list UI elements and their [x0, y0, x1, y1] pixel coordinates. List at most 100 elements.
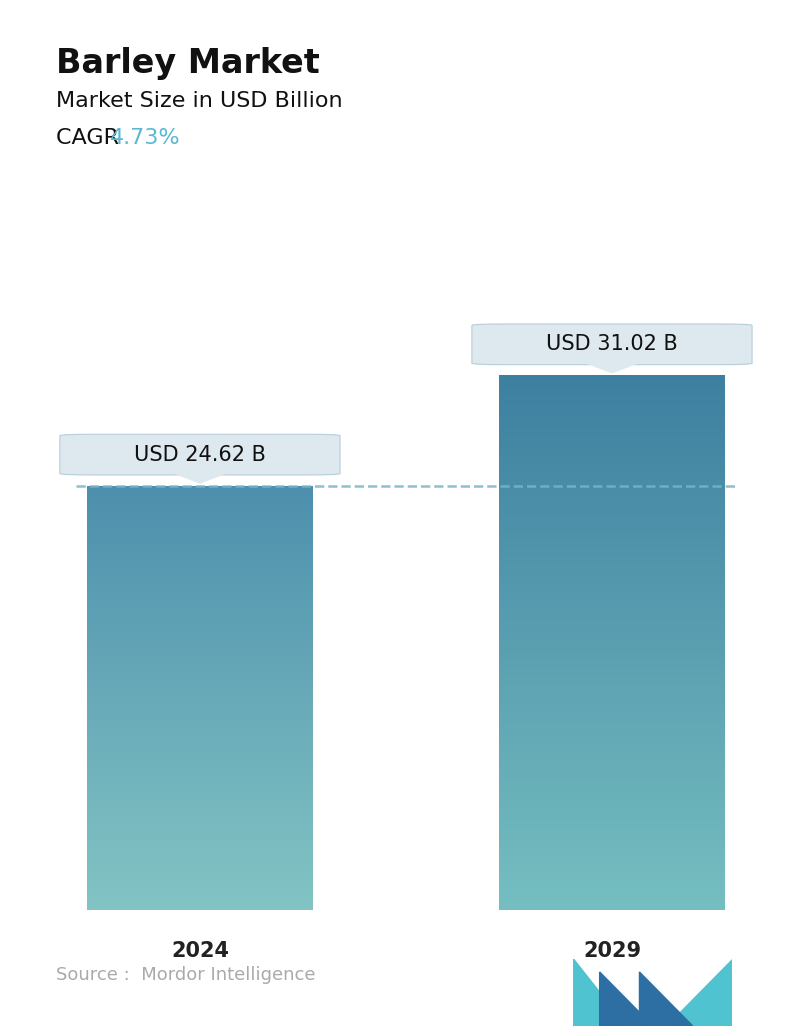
Bar [87, 724, 314, 726]
Bar [87, 789, 314, 790]
Bar [498, 440, 725, 443]
Bar [498, 467, 725, 468]
Bar [87, 692, 314, 693]
Bar [498, 771, 725, 772]
Bar [498, 482, 725, 484]
Bar [87, 740, 314, 741]
Bar [498, 601, 725, 603]
Bar [498, 850, 725, 851]
Text: 4.73%: 4.73% [110, 128, 181, 148]
Bar [87, 637, 314, 638]
Bar [498, 851, 725, 852]
Bar [498, 585, 725, 586]
Bar [498, 810, 725, 811]
Bar [498, 491, 725, 493]
Bar [87, 869, 314, 870]
Bar [498, 530, 725, 531]
Bar [87, 768, 314, 769]
Bar [87, 583, 314, 584]
Bar [498, 546, 725, 548]
Bar [498, 424, 725, 425]
Bar [87, 514, 314, 515]
Bar [498, 827, 725, 828]
Bar [498, 430, 725, 431]
Bar [87, 767, 314, 768]
Bar [87, 727, 314, 728]
Bar [498, 796, 725, 797]
Bar [498, 901, 725, 902]
Bar [87, 500, 314, 501]
Bar [498, 854, 725, 855]
Bar [498, 843, 725, 845]
Bar [87, 495, 314, 496]
Bar [498, 659, 725, 660]
Bar [87, 658, 314, 659]
Bar [87, 578, 314, 579]
Bar [87, 906, 314, 907]
Bar [498, 410, 725, 412]
Bar [498, 671, 725, 672]
Bar [498, 401, 725, 402]
Bar [498, 552, 725, 553]
Bar [87, 543, 314, 544]
Bar [87, 901, 314, 902]
Bar [498, 433, 725, 434]
Bar [87, 742, 314, 743]
Bar [498, 722, 725, 723]
Bar [87, 565, 314, 566]
Bar [87, 564, 314, 565]
Bar [87, 736, 314, 737]
Bar [498, 720, 725, 722]
Bar [87, 523, 314, 524]
Bar [498, 786, 725, 787]
Bar [87, 486, 314, 487]
Bar [87, 590, 314, 591]
Bar [498, 895, 725, 896]
Bar [87, 819, 314, 820]
Bar [87, 492, 314, 493]
Bar [498, 389, 725, 390]
Bar [498, 429, 725, 430]
Bar [498, 831, 725, 832]
Bar [87, 823, 314, 824]
Bar [498, 539, 725, 540]
Bar [498, 507, 725, 508]
Bar [498, 624, 725, 626]
Bar [498, 890, 725, 891]
Bar [498, 737, 725, 739]
Bar [87, 680, 314, 681]
Bar [498, 512, 725, 513]
Bar [87, 677, 314, 678]
Bar [87, 573, 314, 574]
Bar [498, 605, 725, 607]
Bar [498, 486, 725, 488]
Bar [87, 547, 314, 548]
Bar [87, 641, 314, 642]
Bar [87, 581, 314, 582]
Bar [87, 579, 314, 580]
Bar [87, 628, 314, 629]
Bar [87, 824, 314, 825]
Bar [498, 652, 725, 653]
Bar [498, 907, 725, 909]
Bar [498, 902, 725, 904]
Bar [498, 735, 725, 736]
Bar [87, 613, 314, 614]
Bar [87, 596, 314, 597]
Bar [87, 826, 314, 827]
Bar [87, 551, 314, 552]
Bar [87, 635, 314, 636]
Bar [498, 398, 725, 399]
Bar [498, 436, 725, 438]
Bar [87, 825, 314, 826]
Bar [87, 738, 314, 739]
Bar [87, 880, 314, 881]
Bar [87, 890, 314, 891]
Bar [87, 674, 314, 675]
Bar [498, 746, 725, 747]
Bar [87, 875, 314, 876]
Bar [87, 626, 314, 627]
Bar [498, 577, 725, 578]
Bar [87, 790, 314, 791]
Bar [87, 815, 314, 816]
